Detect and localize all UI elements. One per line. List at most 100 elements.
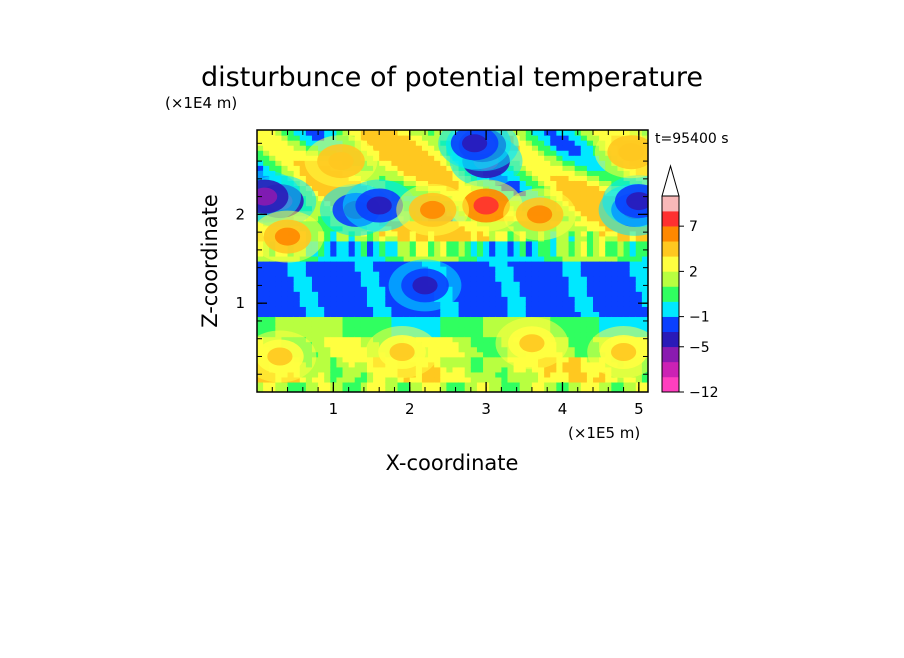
field-cell: [556, 286, 564, 292]
field-cell: [330, 306, 338, 312]
field-cell: [470, 266, 478, 272]
field-cell: [342, 286, 350, 292]
field-cell: [440, 356, 447, 363]
colorbar-swatch: [662, 226, 679, 242]
field-cell: [342, 326, 350, 333]
field-cell: [257, 321, 264, 328]
field-cell: [257, 165, 264, 171]
field-cell: [446, 175, 454, 181]
field-cell: [336, 331, 344, 338]
field-cell: [495, 261, 502, 267]
field-cell: [385, 130, 393, 136]
field-cell: [495, 306, 502, 312]
field-cell: [342, 336, 350, 343]
field-cell: [593, 316, 600, 323]
field-cell: [629, 381, 637, 388]
field-cell: [495, 271, 502, 277]
field-cell: [641, 250, 648, 257]
field-cell: [257, 130, 264, 136]
field-cell: [617, 276, 625, 282]
field-cell: [470, 286, 478, 292]
field-cell: [629, 235, 637, 242]
field-cell: [391, 321, 399, 328]
field-cell: [305, 261, 313, 267]
field-cell: [501, 376, 509, 383]
field-cell: [574, 286, 582, 292]
field-cell: [531, 145, 539, 151]
field-cell: [342, 301, 350, 307]
field-cell: [586, 321, 594, 328]
field-cell: [440, 386, 447, 392]
field-cell: [385, 296, 393, 302]
field-cell: [599, 326, 606, 333]
field-cell: [287, 130, 295, 136]
field-cell: [519, 135, 527, 141]
field-cell: [415, 240, 423, 247]
x-unit-label: (×1E5 m): [568, 424, 640, 442]
field-cell: [318, 351, 325, 358]
field-cell: [464, 316, 472, 323]
field-cell: [305, 321, 313, 328]
field-cell: [366, 366, 374, 373]
field-cell: [263, 291, 270, 297]
field-cell: [635, 271, 643, 277]
field-cell: [538, 386, 545, 392]
field-cell: [403, 160, 411, 166]
field-cell: [403, 306, 411, 312]
field-cell: [586, 376, 594, 383]
field-cell: [464, 230, 472, 237]
field-cell: [348, 271, 356, 277]
field-cell: [299, 266, 307, 272]
field-cell: [550, 306, 557, 312]
field-cell: [299, 311, 307, 318]
field-cell: [495, 266, 502, 272]
field-cell: [464, 356, 472, 363]
field-cell: [593, 135, 600, 141]
field-cell: [501, 381, 509, 388]
field-cell: [623, 255, 631, 262]
field-cell: [257, 376, 264, 383]
field-cell: [599, 316, 606, 323]
field-cell: [617, 381, 625, 388]
field-cell: [574, 160, 582, 166]
field-cell: [324, 316, 331, 323]
field-cell: [586, 140, 594, 146]
field-cell: [263, 135, 270, 141]
field-cell: [354, 371, 362, 378]
field-cell: [318, 356, 325, 363]
field-cell: [440, 346, 447, 353]
field-cell: [525, 250, 533, 257]
field-cell: [574, 235, 582, 242]
field-cell: [519, 266, 527, 272]
field-cell: [586, 205, 594, 212]
field-cell: [458, 311, 466, 318]
field-cell: [434, 240, 441, 247]
field-cell: [623, 240, 631, 247]
field-cell: [452, 250, 460, 257]
field-cell: [544, 155, 551, 161]
field-cell: [489, 230, 496, 237]
field-cell: [385, 250, 393, 257]
field-cell: [519, 381, 527, 388]
field-cell: [281, 261, 289, 267]
field-cell: [580, 205, 588, 212]
field-cell: [580, 371, 588, 378]
field-cell: [623, 321, 631, 328]
field-cell: [391, 255, 399, 262]
field-cell: [434, 175, 441, 181]
field-cell: [452, 230, 460, 237]
field-cell: [531, 140, 539, 146]
field-cell: [611, 240, 619, 247]
field-cell: [641, 266, 648, 272]
field-cell: [476, 316, 484, 323]
field-cell: [562, 165, 570, 171]
field-cell: [379, 245, 386, 252]
field-cell: [385, 386, 393, 392]
field-cell: [293, 135, 301, 141]
field-cell: [617, 266, 625, 272]
field-cell: [635, 250, 643, 257]
x-tick-label: 2: [405, 400, 415, 418]
field-cell: [385, 261, 393, 267]
field-cell: [495, 255, 502, 262]
field-cell: [373, 130, 380, 136]
